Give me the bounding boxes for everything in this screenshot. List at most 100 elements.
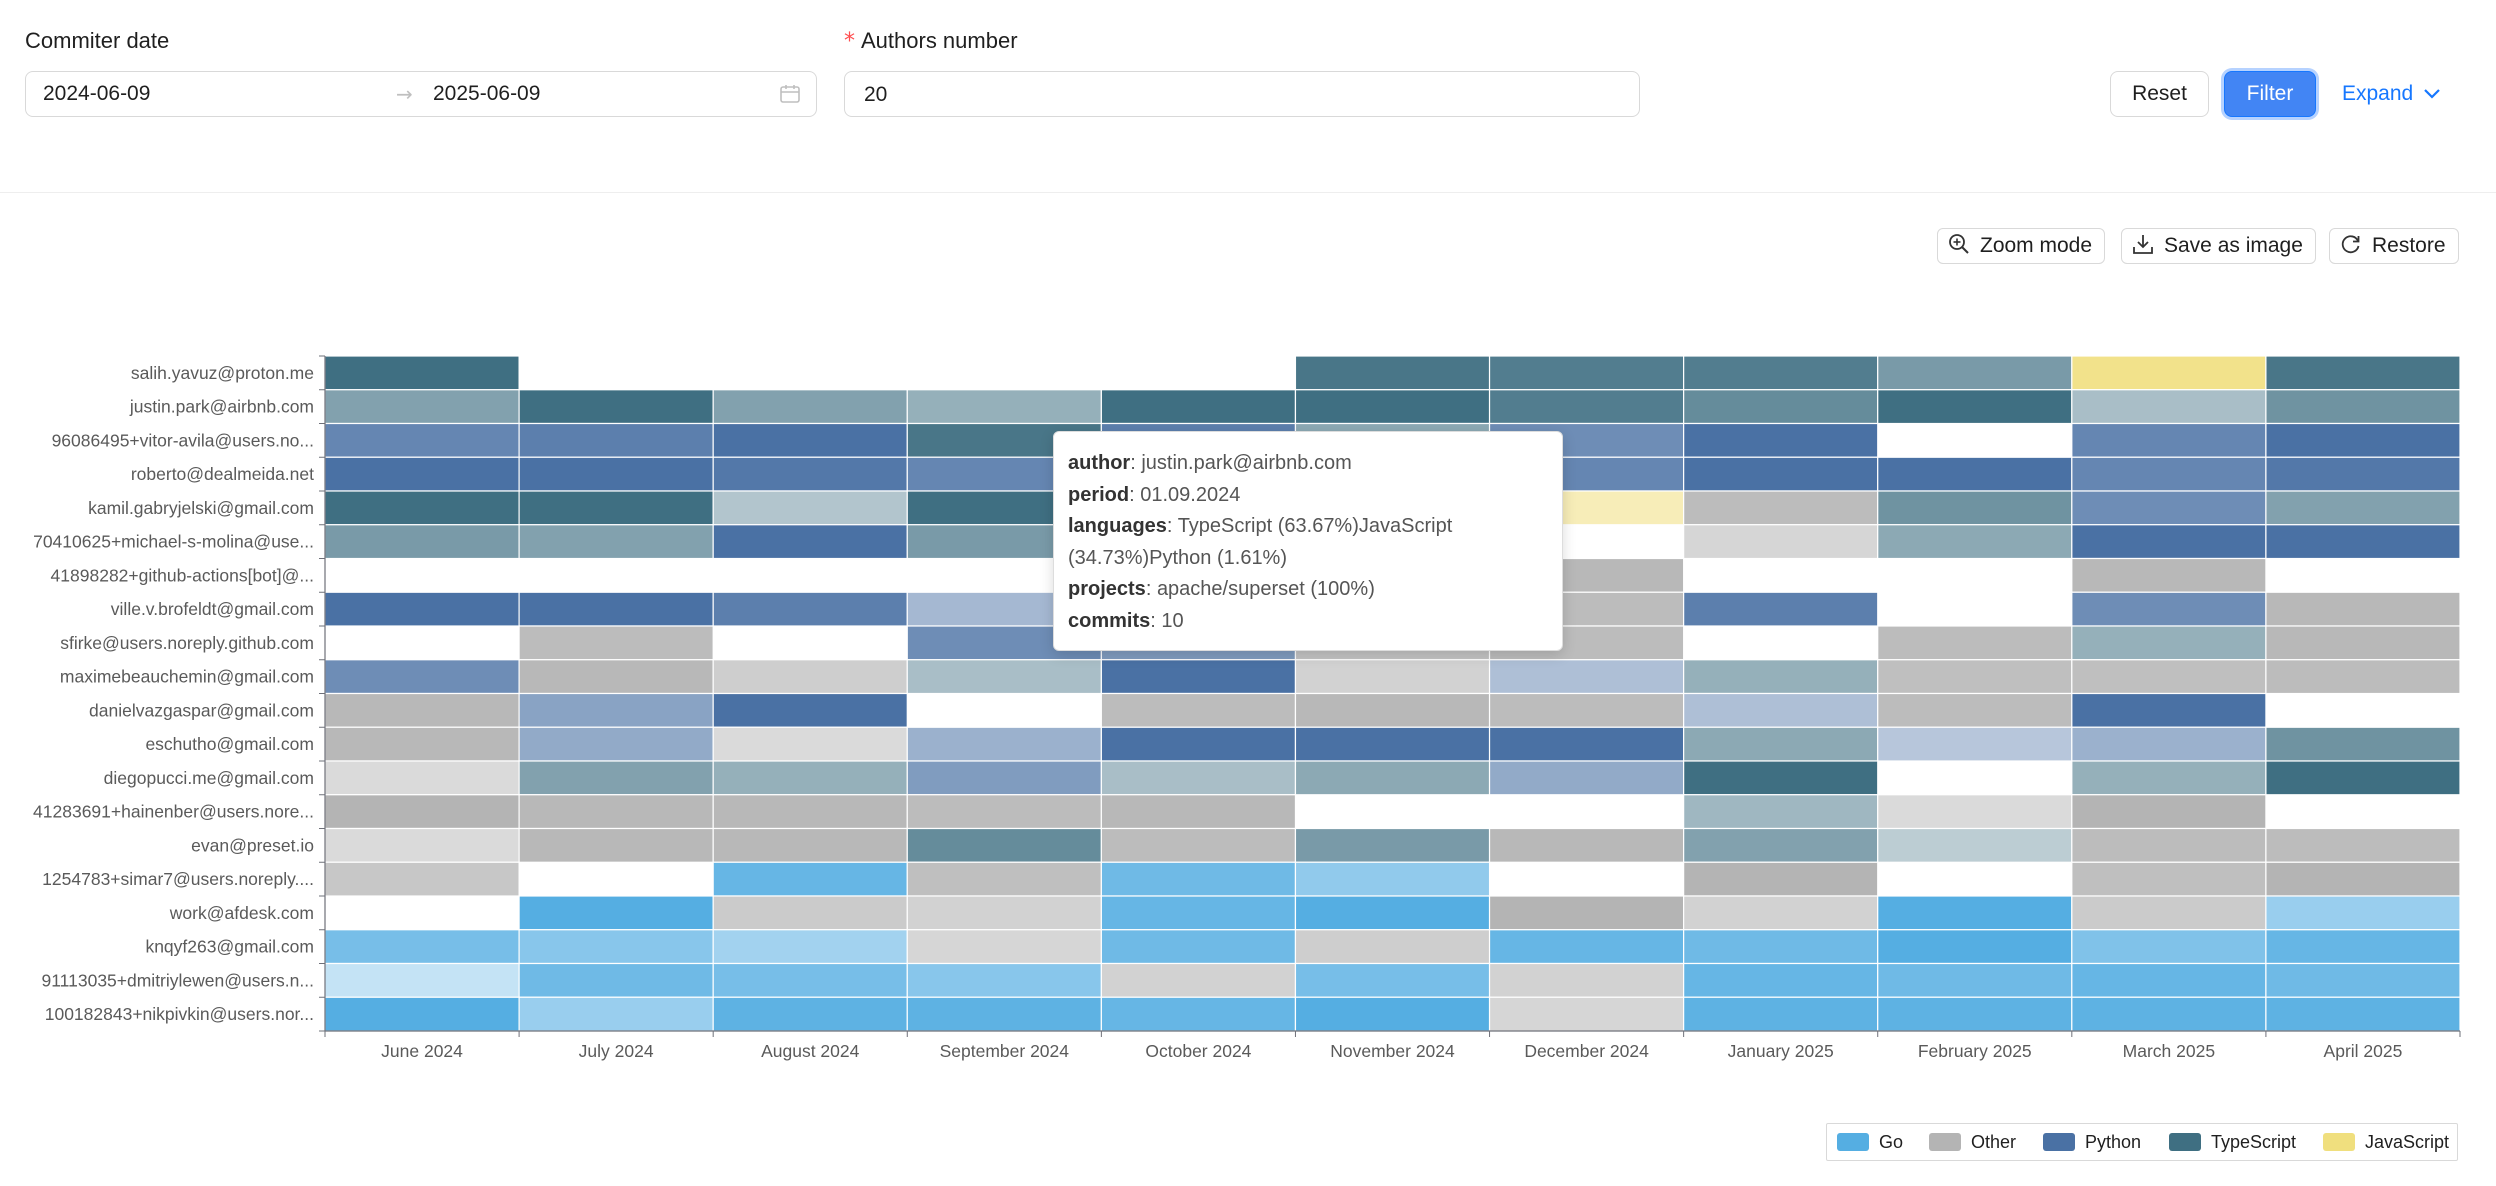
heatmap-cell[interactable] bbox=[1683, 591, 1879, 627]
heatmap-cell[interactable] bbox=[2071, 456, 2267, 492]
date-range-picker[interactable]: 2024-06-09 → 2025-06-09 bbox=[25, 71, 817, 117]
heatmap-cell[interactable] bbox=[2265, 895, 2461, 931]
heatmap-cell[interactable] bbox=[518, 895, 714, 931]
heatmap-cell[interactable] bbox=[1100, 827, 1297, 863]
reset-button[interactable]: Reset bbox=[2110, 71, 2209, 117]
heatmap-cell[interactable] bbox=[2265, 659, 2461, 695]
heatmap-cell[interactable] bbox=[324, 355, 520, 391]
heatmap-cell[interactable] bbox=[324, 524, 520, 560]
heatmap-cell[interactable] bbox=[2071, 996, 2267, 1032]
heatmap-cell[interactable] bbox=[1488, 726, 1685, 762]
heatmap-cell[interactable] bbox=[1294, 726, 1491, 762]
heatmap-cell[interactable] bbox=[1488, 355, 1685, 391]
heatmap-cell[interactable] bbox=[1683, 659, 1879, 695]
heatmap-cell[interactable] bbox=[2071, 962, 2267, 998]
heatmap-cell[interactable] bbox=[324, 389, 520, 425]
heatmap-cell[interactable] bbox=[324, 929, 520, 965]
heatmap-cell[interactable] bbox=[1100, 895, 1297, 931]
heatmap-cell[interactable] bbox=[518, 659, 714, 695]
heatmap-cell[interactable] bbox=[2265, 827, 2461, 863]
heatmap-cell[interactable] bbox=[1488, 389, 1685, 425]
heatmap-cell[interactable] bbox=[518, 996, 714, 1032]
heatmap-cell[interactable] bbox=[324, 827, 520, 863]
heatmap-cell[interactable] bbox=[324, 659, 520, 695]
heatmap-cell[interactable] bbox=[324, 861, 520, 897]
heatmap-cell[interactable] bbox=[1683, 490, 1879, 526]
heatmap-cell[interactable] bbox=[2071, 861, 2267, 897]
heatmap-cell[interactable] bbox=[2265, 490, 2461, 526]
heatmap-cell[interactable] bbox=[1683, 962, 1879, 998]
heatmap-cell[interactable] bbox=[1683, 895, 1879, 931]
heatmap-cell[interactable] bbox=[906, 861, 1102, 897]
heatmap-cell[interactable] bbox=[1100, 659, 1297, 695]
heatmap-cell[interactable] bbox=[2071, 827, 2267, 863]
heatmap-cell[interactable] bbox=[1683, 389, 1879, 425]
heatmap-cell[interactable] bbox=[712, 456, 908, 492]
heatmap-cell[interactable] bbox=[518, 591, 714, 627]
heatmap-cell[interactable] bbox=[1488, 760, 1685, 796]
heatmap-cell[interactable] bbox=[1294, 659, 1491, 695]
heatmap-cell[interactable] bbox=[2071, 692, 2267, 728]
heatmap-cell[interactable] bbox=[1294, 760, 1491, 796]
heatmap-cell[interactable] bbox=[1877, 524, 2073, 560]
heatmap-cell[interactable] bbox=[2071, 422, 2267, 458]
heatmap-cell[interactable] bbox=[518, 422, 714, 458]
heatmap-cell[interactable] bbox=[2071, 659, 2267, 695]
heatmap-cell[interactable] bbox=[2265, 355, 2461, 391]
legend-item-go[interactable]: Go bbox=[1837, 1124, 1903, 1160]
heatmap-cell[interactable] bbox=[518, 726, 714, 762]
heatmap-cell[interactable] bbox=[1488, 962, 1685, 998]
legend-item-other[interactable]: Other bbox=[1929, 1124, 2016, 1160]
heatmap-cell[interactable] bbox=[906, 996, 1102, 1032]
heatmap-cell[interactable] bbox=[2071, 389, 2267, 425]
heatmap-cell[interactable] bbox=[2071, 557, 2267, 593]
heatmap-cell[interactable] bbox=[2265, 625, 2461, 661]
heatmap-cell[interactable] bbox=[712, 726, 908, 762]
heatmap-cell[interactable] bbox=[1100, 692, 1297, 728]
heatmap-cell[interactable] bbox=[1683, 929, 1879, 965]
heatmap-cell[interactable] bbox=[1877, 726, 2073, 762]
heatmap-cell[interactable] bbox=[1100, 929, 1297, 965]
heatmap-cell[interactable] bbox=[712, 929, 908, 965]
heatmap-cell[interactable] bbox=[518, 827, 714, 863]
heatmap-cell[interactable] bbox=[1683, 422, 1879, 458]
heatmap-cell[interactable] bbox=[1683, 760, 1879, 796]
heatmap-cell[interactable] bbox=[1683, 861, 1879, 897]
heatmap-cell[interactable] bbox=[2071, 929, 2267, 965]
heatmap-cell[interactable] bbox=[1877, 389, 2073, 425]
heatmap-cell[interactable] bbox=[1877, 456, 2073, 492]
heatmap-cell[interactable] bbox=[1683, 692, 1879, 728]
heatmap-cell[interactable] bbox=[712, 861, 908, 897]
heatmap-cell[interactable] bbox=[2265, 996, 2461, 1032]
heatmap-cell[interactable] bbox=[324, 490, 520, 526]
authors-number-field[interactable] bbox=[844, 71, 1640, 118]
heatmap-cell[interactable] bbox=[518, 692, 714, 728]
heatmap-cell[interactable] bbox=[1877, 659, 2073, 695]
heatmap-cell[interactable] bbox=[712, 996, 908, 1032]
heatmap-cell[interactable] bbox=[1294, 861, 1491, 897]
heatmap-cell[interactable] bbox=[1100, 389, 1297, 425]
heatmap-cell[interactable] bbox=[324, 422, 520, 458]
authors-number-input[interactable] bbox=[862, 72, 1606, 118]
heatmap-cell[interactable] bbox=[1294, 895, 1491, 931]
heatmap-cell[interactable] bbox=[518, 625, 714, 661]
heatmap-cell[interactable] bbox=[324, 996, 520, 1032]
date-start-input[interactable]: 2024-06-09 bbox=[43, 82, 151, 105]
heatmap-cell[interactable] bbox=[2265, 389, 2461, 425]
heatmap-cell[interactable] bbox=[2071, 490, 2267, 526]
heatmap-cell[interactable] bbox=[1294, 827, 1491, 863]
heatmap-cell[interactable] bbox=[1877, 692, 2073, 728]
heatmap-cell[interactable] bbox=[906, 827, 1102, 863]
heatmap-cell[interactable] bbox=[1294, 929, 1491, 965]
heatmap-cell[interactable] bbox=[906, 760, 1102, 796]
heatmap-cell[interactable] bbox=[2265, 861, 2461, 897]
heatmap-cell[interactable] bbox=[712, 895, 908, 931]
heatmap-cell[interactable] bbox=[1877, 962, 2073, 998]
heatmap-cell[interactable] bbox=[1100, 996, 1297, 1032]
heatmap-cell[interactable] bbox=[712, 760, 908, 796]
heatmap-cell[interactable] bbox=[518, 929, 714, 965]
heatmap-cell[interactable] bbox=[1488, 996, 1685, 1032]
heatmap-cell[interactable] bbox=[1683, 996, 1879, 1032]
heatmap-cell[interactable] bbox=[712, 422, 908, 458]
heatmap-cell[interactable] bbox=[1683, 355, 1879, 391]
